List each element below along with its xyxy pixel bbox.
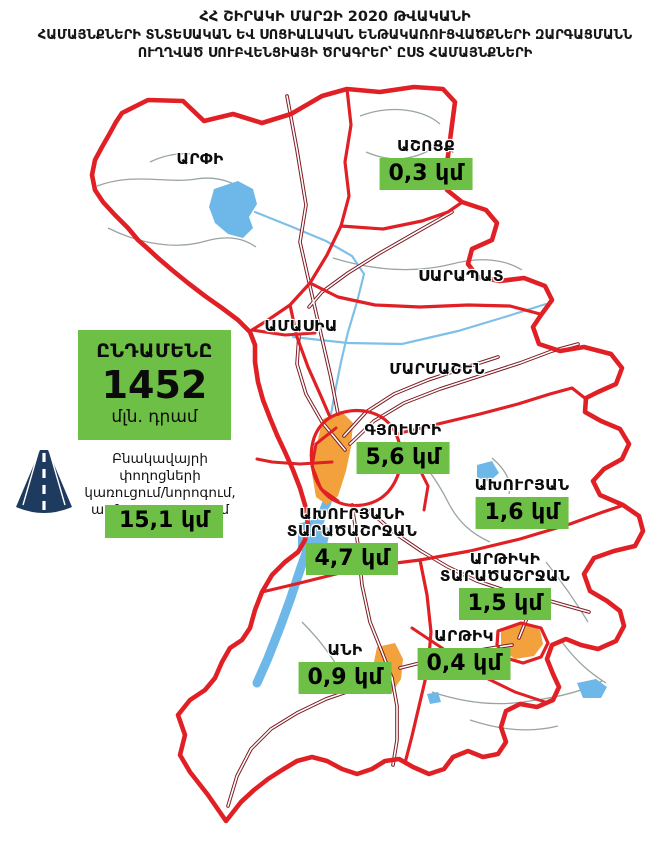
km-badge-artik-region: 1,5 կմ <box>458 588 552 620</box>
region-label-sarapat: ՍԱՐԱՊԱՏ <box>418 267 504 285</box>
works-description-line2: կառուցում/նորոգում, <box>84 485 236 501</box>
gyumri-urban <box>312 411 353 505</box>
region-label-ashotsk: ԱՇՈՑՔ 0,3 կմ <box>379 137 473 190</box>
urban-areas <box>312 411 543 694</box>
region-label-ani: ԱՆԻ 0,9 կմ <box>298 641 392 694</box>
community-borders <box>250 87 626 765</box>
km-badge-ashotsk: 0,3 կմ <box>379 158 473 190</box>
total-label: ԸՆԴԱՄԵՆԸ <box>96 340 213 362</box>
km-badge-gyumri: 5,6 կմ <box>356 442 450 474</box>
region-label-arpi: ԱՐՓԻ <box>176 150 224 168</box>
road-icon <box>16 450 72 513</box>
km-badge-akhuryan: 1,6 կմ <box>475 497 569 529</box>
roads-centerline <box>227 95 590 807</box>
region-label-amasia: ԱՄԱՍԻԱ <box>264 317 338 335</box>
gyumri-border <box>309 408 403 508</box>
title-line-1: ՀՀ ՇԻՐԱԿԻ ՄԱՐԶԻ 2020 ԹՎԱԿԱՆԻ <box>199 9 471 25</box>
rivers <box>253 210 548 416</box>
lakes <box>209 181 607 704</box>
total-summary-box: ԸՆԴԱՄԵՆԸ 1452 մլն. դրամ <box>78 330 231 440</box>
region-label-marmashen: ՄԱՐՄԱՇԵՆ <box>389 360 485 378</box>
region-label-akhuryan: ԱԽՈՒՐՅԱՆ 1,6 կմ <box>475 476 570 529</box>
total-km-badge: 15,1 կմ <box>105 505 224 538</box>
province-outline <box>89 84 646 824</box>
total-unit: մլն. դրամ <box>111 407 198 427</box>
title-line-2: ՀԱՄԱՅՆՔՆԵՐԻ ՏՆՏԵՍԱԿԱՆ ԵՎ ՍՈՑԻԱԼԱԿԱՆ ԵՆԹԱ… <box>37 28 633 43</box>
total-value: 1452 <box>101 363 208 407</box>
km-badge-akhuryan-region: 4,7 կմ <box>305 543 399 575</box>
streams <box>96 108 607 731</box>
artik-urban <box>501 623 543 659</box>
region-label-akhuryan-region: ԱԽՈՒՐՅԱՆԻ ՏԱՐԱԾԱՇՐՋԱՆ 4,7 կմ <box>282 506 422 575</box>
region-label-artik: ԱՐԹԻԿ 0,4 կմ <box>417 627 511 680</box>
region-label-gyumri: ԳՅՈՒՄՐԻ 5,6 կմ <box>356 421 450 474</box>
km-badge-ani: 0,9 կմ <box>298 662 392 694</box>
works-description-line1: Բնակավայրի փողոցների <box>112 451 208 484</box>
title-line-3: ՈՒՂՂՎԱԾ ՍՈՒԲՎԵՆՑԻԱՅԻ ԾՐԱԳՐԵՐ՝ ԸՍՏ ՀԱՄԱՅՆ… <box>137 46 533 61</box>
region-label-artik-region: ԱՐԹԻԿԻ ՏԱՐԱԾԱՇՐՋԱՆ 1,5 կմ <box>430 551 580 620</box>
lake-arpi <box>209 181 257 238</box>
page-title: ՀՀ ՇԻՐԱԿԻ ՄԱՐԶԻ 2020 ԹՎԱԿԱՆԻ ՀԱՄԱՅՆՔՆԵՐԻ… <box>0 8 670 63</box>
km-badge-artik: 0,4 կմ <box>417 648 511 680</box>
